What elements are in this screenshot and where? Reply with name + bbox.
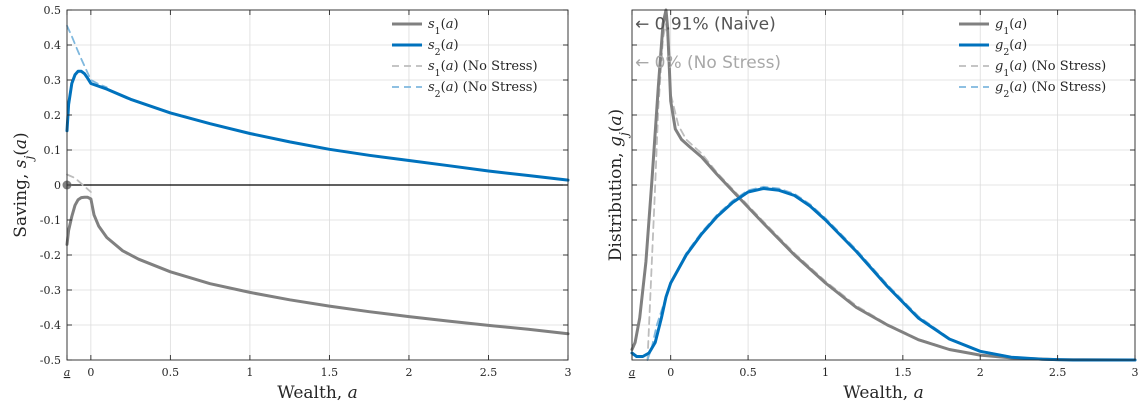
- legend: s1(a)s2(a)s1(a) (No Stress)s2(a) (No Str…: [392, 17, 538, 100]
- y-tick-label: 0.3: [44, 74, 62, 87]
- series-line-3: [66, 173, 92, 193]
- y-axis-label: Distribution, gj(a): [606, 109, 631, 261]
- x-tick-label: 0.5: [739, 366, 757, 379]
- x-tick-label: a: [629, 366, 636, 379]
- annotation-2: ← 0% (No Stress): [635, 53, 781, 73]
- legend-entry: s2(a): [428, 38, 459, 58]
- x-tick-label: 0: [87, 366, 94, 379]
- y-tick-label: -0.5: [40, 354, 61, 367]
- legend-entry: g1(a) (No Stress): [995, 59, 1106, 79]
- x-tick-label: 1.5: [321, 366, 339, 379]
- legend-entry: g2(a) (No Stress): [995, 80, 1106, 100]
- x-tick-label: 2.5: [1049, 366, 1067, 379]
- series-line-2: [65, 69, 570, 182]
- series-line-2: [630, 187, 1137, 362]
- y-tick-label: 0.5: [44, 4, 62, 17]
- legend-entry: s2(a) (No Stress): [428, 80, 538, 100]
- annotation-1: ← 0.91% (Naive): [635, 14, 776, 34]
- x-axis-label: Wealth, a: [843, 383, 923, 403]
- legend: g1(a)g2(a)g1(a) (No Stress)g2(a) (No Str…: [959, 17, 1106, 100]
- y-tick-label: -0.4: [40, 319, 61, 332]
- x-axis-label: Wealth, a: [277, 383, 357, 403]
- series-line-4: [66, 24, 108, 89]
- x-tick-label: 2.5: [480, 366, 498, 379]
- x-tick-label: a: [64, 366, 71, 379]
- chart-2: a 0 0.5 1 1.5 2 2.5 3 Wealth, a Distribution, gj(…: [606, 8, 1139, 403]
- y-tick-label: 0: [54, 179, 61, 192]
- series-line-3: [646, 23, 1136, 361]
- x-tick-label: 3: [565, 366, 572, 379]
- x-tick-label: 1: [246, 366, 253, 379]
- legend-entry: g2(a): [995, 38, 1027, 58]
- legend-entry: s1(a): [428, 17, 459, 37]
- x-tick-label: 1.5: [894, 366, 912, 379]
- x-tick-label: 0.5: [162, 366, 180, 379]
- legend-entry: s1(a) (No Stress): [428, 59, 538, 79]
- y-tick-label: -0.1: [40, 214, 61, 227]
- chart-1: a 0 0.5 1 1.5 2 2.5 3 0.5 0.4 0.3 0.2 0.1 0 -0.1 -0.2 -0…: [11, 4, 572, 403]
- y-axis-label: Saving, sj(a): [11, 132, 36, 237]
- y-tick-label: 0.1: [44, 144, 62, 157]
- y-tick-label: -0.3: [40, 284, 61, 297]
- y-tick-label: 0.4: [44, 39, 62, 52]
- series-line-1: [630, 8, 1137, 362]
- series-line-1: [65, 195, 570, 336]
- x-tick-label: 1: [822, 366, 829, 379]
- y-tick-label: 0.2: [44, 109, 62, 122]
- x-tick-label: 2: [977, 366, 984, 379]
- x-tick-label: 0: [667, 366, 674, 379]
- x-tick-label: 3: [1132, 366, 1139, 379]
- x-tick-label: 2: [405, 366, 412, 379]
- y-tick-label: -0.2: [40, 249, 61, 262]
- legend-entry: g1(a): [995, 17, 1027, 37]
